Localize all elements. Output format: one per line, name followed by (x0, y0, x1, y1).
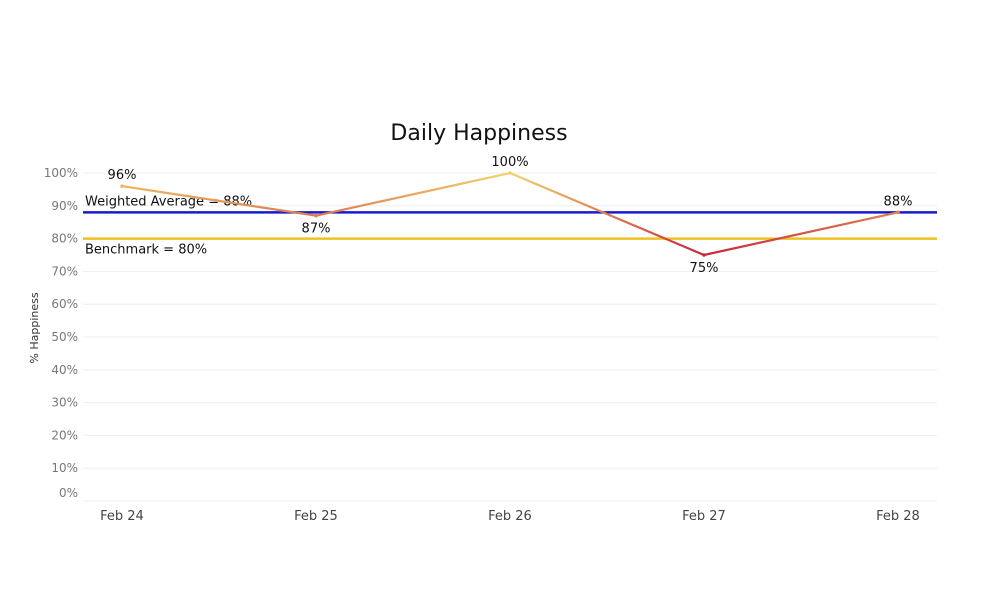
x-tick-label: Feb 26 (488, 509, 532, 524)
data-label: 96% (108, 168, 137, 183)
data-point (702, 253, 706, 257)
data-point (314, 213, 318, 218)
series-segment (702, 211, 900, 257)
series-segment (120, 185, 318, 217)
reference-lines: Weighted Average = 88% Benchmark = 80% (83, 194, 937, 258)
series-segment (314, 171, 512, 217)
data-labels: 96% 87% 100% 75% 88% (108, 155, 913, 276)
y-tick-label: 100% (44, 166, 78, 180)
y-tick-label: 60% (51, 297, 78, 311)
y-tick-label: 20% (51, 428, 78, 442)
data-point (896, 210, 900, 215)
y-tick-label: 80% (51, 232, 78, 246)
data-label: 88% (884, 194, 913, 209)
series-segment (508, 171, 706, 257)
x-tick-label: Feb 24 (100, 509, 144, 524)
y-tick-label: 90% (51, 199, 78, 213)
chart-title: Daily Happiness (390, 121, 567, 146)
data-label: 100% (491, 155, 528, 170)
y-tick-label: 70% (51, 264, 78, 278)
y-tick-label: 10% (51, 461, 78, 475)
y-tick-label: 40% (51, 363, 78, 377)
x-tick-label: Feb 27 (682, 509, 726, 524)
y-tick-label: 0% (59, 486, 78, 500)
reference-line-label: Weighted Average = 88% (85, 194, 252, 209)
y-tick-label: 50% (51, 330, 78, 344)
data-point (120, 184, 124, 188)
y-axis-ticks: 0% 10% 20% 30% 40% 50% 60% 70% 80% 90% 100% (44, 166, 78, 500)
data-point (508, 171, 512, 175)
y-axis-label: % Happiness (28, 292, 41, 363)
data-label: 87% (302, 222, 331, 237)
data-label: 75% (690, 261, 719, 276)
x-tick-label: Feb 28 (876, 509, 920, 524)
reference-line-label: Benchmark = 80% (85, 243, 207, 258)
y-tick-label: 30% (51, 396, 78, 410)
x-axis-ticks: Feb 24 Feb 25 Feb 26 Feb 27 Feb 28 (100, 509, 920, 524)
series-line (120, 171, 900, 257)
x-tick-label: Feb 25 (294, 509, 338, 524)
gridlines (83, 172, 937, 502)
